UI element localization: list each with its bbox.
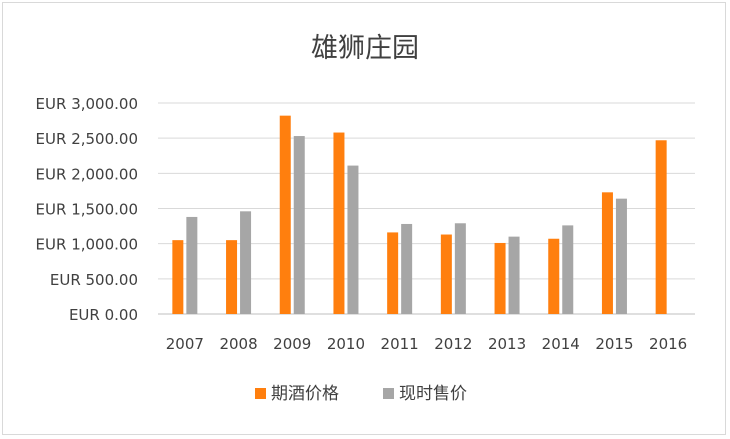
x-tick-label: 2010	[327, 335, 365, 353]
x-tick-label: 2016	[649, 335, 687, 353]
x-tick-label: 2007	[166, 335, 204, 353]
bar-series2-2008	[240, 211, 252, 314]
legend-swatch-1	[255, 388, 266, 399]
x-tick-label: 2013	[488, 335, 526, 353]
x-tick-label: 2014	[542, 335, 580, 353]
bars	[172, 115, 667, 314]
y-tick-label: EUR 1,000.00	[36, 236, 138, 254]
bar-series2-2012	[454, 223, 466, 314]
gridlines	[158, 102, 695, 315]
bar-series2-2013	[508, 236, 520, 314]
legend-label-1: 期酒价格	[271, 384, 339, 404]
bar-series2-2014	[562, 225, 574, 314]
y-tick-label: EUR 0.00	[69, 306, 138, 324]
y-tick-label: EUR 1,500.00	[36, 201, 138, 219]
y-tick-label: EUR 500.00	[50, 271, 138, 289]
bar-series1-2015	[601, 192, 613, 314]
bar-series1-2011	[387, 232, 399, 314]
legend: 期酒价格 现时售价	[255, 384, 467, 404]
bar-series1-2010	[333, 132, 345, 314]
x-tick-label: 2009	[273, 335, 311, 353]
bar-series2-2010	[347, 165, 359, 314]
bar-series2-2007	[186, 216, 198, 314]
bar-series1-2008	[226, 240, 238, 314]
bar-series1-2014	[548, 238, 560, 314]
y-tick-label: EUR 3,000.00	[36, 95, 138, 113]
bar-series2-2009	[293, 136, 305, 314]
y-tick-label: EUR 2,000.00	[36, 165, 138, 183]
y-axis-tick-labels: EUR 0.00 EUR 500.00 EUR 1,000.00 EUR 1,500.…	[36, 95, 138, 324]
bar-series2-2011	[401, 223, 413, 314]
bar-series2-2015	[615, 198, 627, 314]
bar-series1-2016	[655, 140, 667, 314]
legend-swatch-2	[383, 388, 394, 399]
bar-series1-2009	[279, 115, 291, 314]
x-tick-label: 2008	[219, 335, 257, 353]
bar-series1-2013	[494, 242, 506, 314]
x-tick-label: 2011	[381, 335, 419, 353]
bar-series1-2007	[172, 240, 184, 314]
x-axis-tick-labels: 2007 2008 2009 2010 2011 2012 2013 2014 2015 2016	[166, 335, 687, 353]
y-tick-label: EUR 2,500.00	[36, 130, 138, 148]
legend-label-2: 现时售价	[399, 384, 467, 404]
x-tick-label: 2012	[434, 335, 472, 353]
bar-series1-2012	[440, 234, 452, 314]
chart-title: 雄狮庄园	[311, 33, 419, 64]
x-tick-label: 2015	[595, 335, 633, 353]
